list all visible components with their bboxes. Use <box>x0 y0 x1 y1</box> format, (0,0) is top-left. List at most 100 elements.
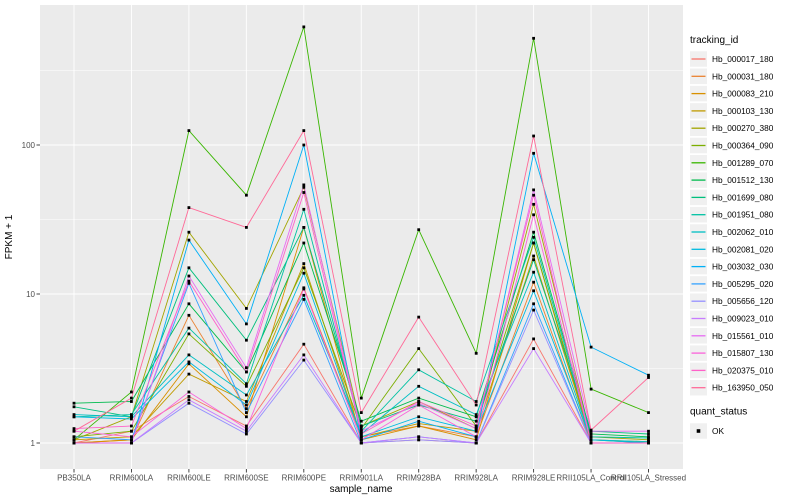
data-point <box>187 326 191 330</box>
data-point <box>359 411 363 414</box>
data-point <box>532 230 535 234</box>
data-point <box>532 302 535 306</box>
data-point <box>474 403 478 407</box>
legend-item: Hb_003032_030 <box>690 258 774 275</box>
legend-item: Hb_005656_120 <box>690 293 774 309</box>
data-point <box>187 401 191 405</box>
legend-item-label: Hb_000031_180 <box>712 71 774 81</box>
data-point <box>417 228 421 232</box>
x-tick-label: RRIM928BA <box>396 474 441 483</box>
y-tick-label: 1 <box>31 439 36 448</box>
data-point <box>187 353 191 357</box>
data-point <box>302 191 306 194</box>
data-point <box>532 289 535 293</box>
data-point <box>302 298 306 301</box>
legend-item-label: Hb_005295_020 <box>712 279 774 289</box>
data-point <box>417 396 421 400</box>
data-point <box>589 428 593 432</box>
data-point <box>532 235 535 239</box>
data-point <box>589 438 593 442</box>
y-axis-title: FPKM + 1 <box>4 214 15 259</box>
data-point <box>245 322 248 326</box>
data-point <box>187 266 191 270</box>
legend-item-label: Hb_015807_130 <box>712 348 774 358</box>
data-point <box>532 202 535 206</box>
data-point <box>532 213 535 217</box>
data-point <box>302 358 306 362</box>
data-point <box>187 279 191 283</box>
data-point <box>589 441 593 445</box>
data-point <box>187 395 191 398</box>
legend-item: Hb_002062_010 <box>690 224 774 240</box>
legend-item: Hb_001289_070 <box>690 155 774 171</box>
data-point <box>474 413 478 416</box>
legend-item-label: Hb_001512_130 <box>712 175 774 185</box>
data-point <box>474 435 478 439</box>
data-point <box>532 337 535 341</box>
data-point <box>417 438 421 442</box>
data-point <box>417 422 421 425</box>
data-point <box>72 413 76 416</box>
data-point <box>532 308 535 312</box>
data-point <box>245 415 248 419</box>
legend: tracking_id Hb_000017_180 Hb_000031_180 Hb_… <box>690 35 774 439</box>
data-point <box>245 338 248 342</box>
data-point <box>474 427 478 430</box>
data-point <box>532 347 535 350</box>
data-point <box>245 407 248 411</box>
data-point <box>187 129 191 132</box>
data-point <box>302 266 306 270</box>
legend-item-label: Hb_000270_380 <box>712 123 774 133</box>
data-point <box>245 424 248 428</box>
data-point <box>647 373 650 377</box>
data-point <box>647 432 650 436</box>
legend-item-label: Hb_002062_010 <box>712 227 774 237</box>
data-points <box>72 25 650 445</box>
data-point <box>130 400 133 403</box>
data-point <box>72 429 76 433</box>
data-point <box>417 403 421 407</box>
data-point <box>245 370 248 374</box>
y-tick-label: 10 <box>26 290 35 299</box>
data-point <box>302 183 306 187</box>
data-point <box>302 353 306 357</box>
data-point <box>302 25 306 29</box>
data-point <box>532 193 535 197</box>
data-point <box>532 134 535 138</box>
data-point <box>72 401 76 405</box>
data-point <box>647 441 650 445</box>
data-point <box>589 435 593 439</box>
x-tick-label: RRII105LA_Control <box>556 474 626 483</box>
data-point <box>245 411 248 414</box>
data-point <box>302 342 306 346</box>
data-point <box>647 411 650 414</box>
data-point <box>532 241 535 245</box>
legend-item: Hb_001951_080 <box>690 206 774 223</box>
data-point <box>302 293 306 297</box>
legend-item: Hb_005295_020 <box>690 276 774 292</box>
data-point <box>187 360 191 364</box>
data-point <box>245 403 248 407</box>
data-point <box>302 185 306 189</box>
y-tick-label: 100 <box>22 141 36 150</box>
data-point <box>532 258 535 262</box>
data-point <box>417 415 421 419</box>
data-point <box>474 424 478 428</box>
data-point <box>417 424 421 428</box>
data-point <box>359 432 363 436</box>
legend-item: Hb_015561_010 <box>690 328 774 344</box>
data-point <box>245 400 248 403</box>
data-point <box>245 226 248 229</box>
legend-item-label: Hb_005656_120 <box>712 296 774 306</box>
data-point <box>474 441 478 445</box>
legend-item: Hb_000270_380 <box>690 120 774 136</box>
data-point <box>187 313 191 317</box>
x-tick-label: RRIM928LE <box>512 474 556 483</box>
data-point <box>187 362 191 366</box>
legend-item: Hb_000103_130 <box>690 103 774 119</box>
legend-item: Hb_001699_080 <box>690 189 774 206</box>
data-point <box>474 415 478 419</box>
data-point <box>72 438 76 442</box>
legend-title-tracking-id: tracking_id <box>690 35 738 46</box>
